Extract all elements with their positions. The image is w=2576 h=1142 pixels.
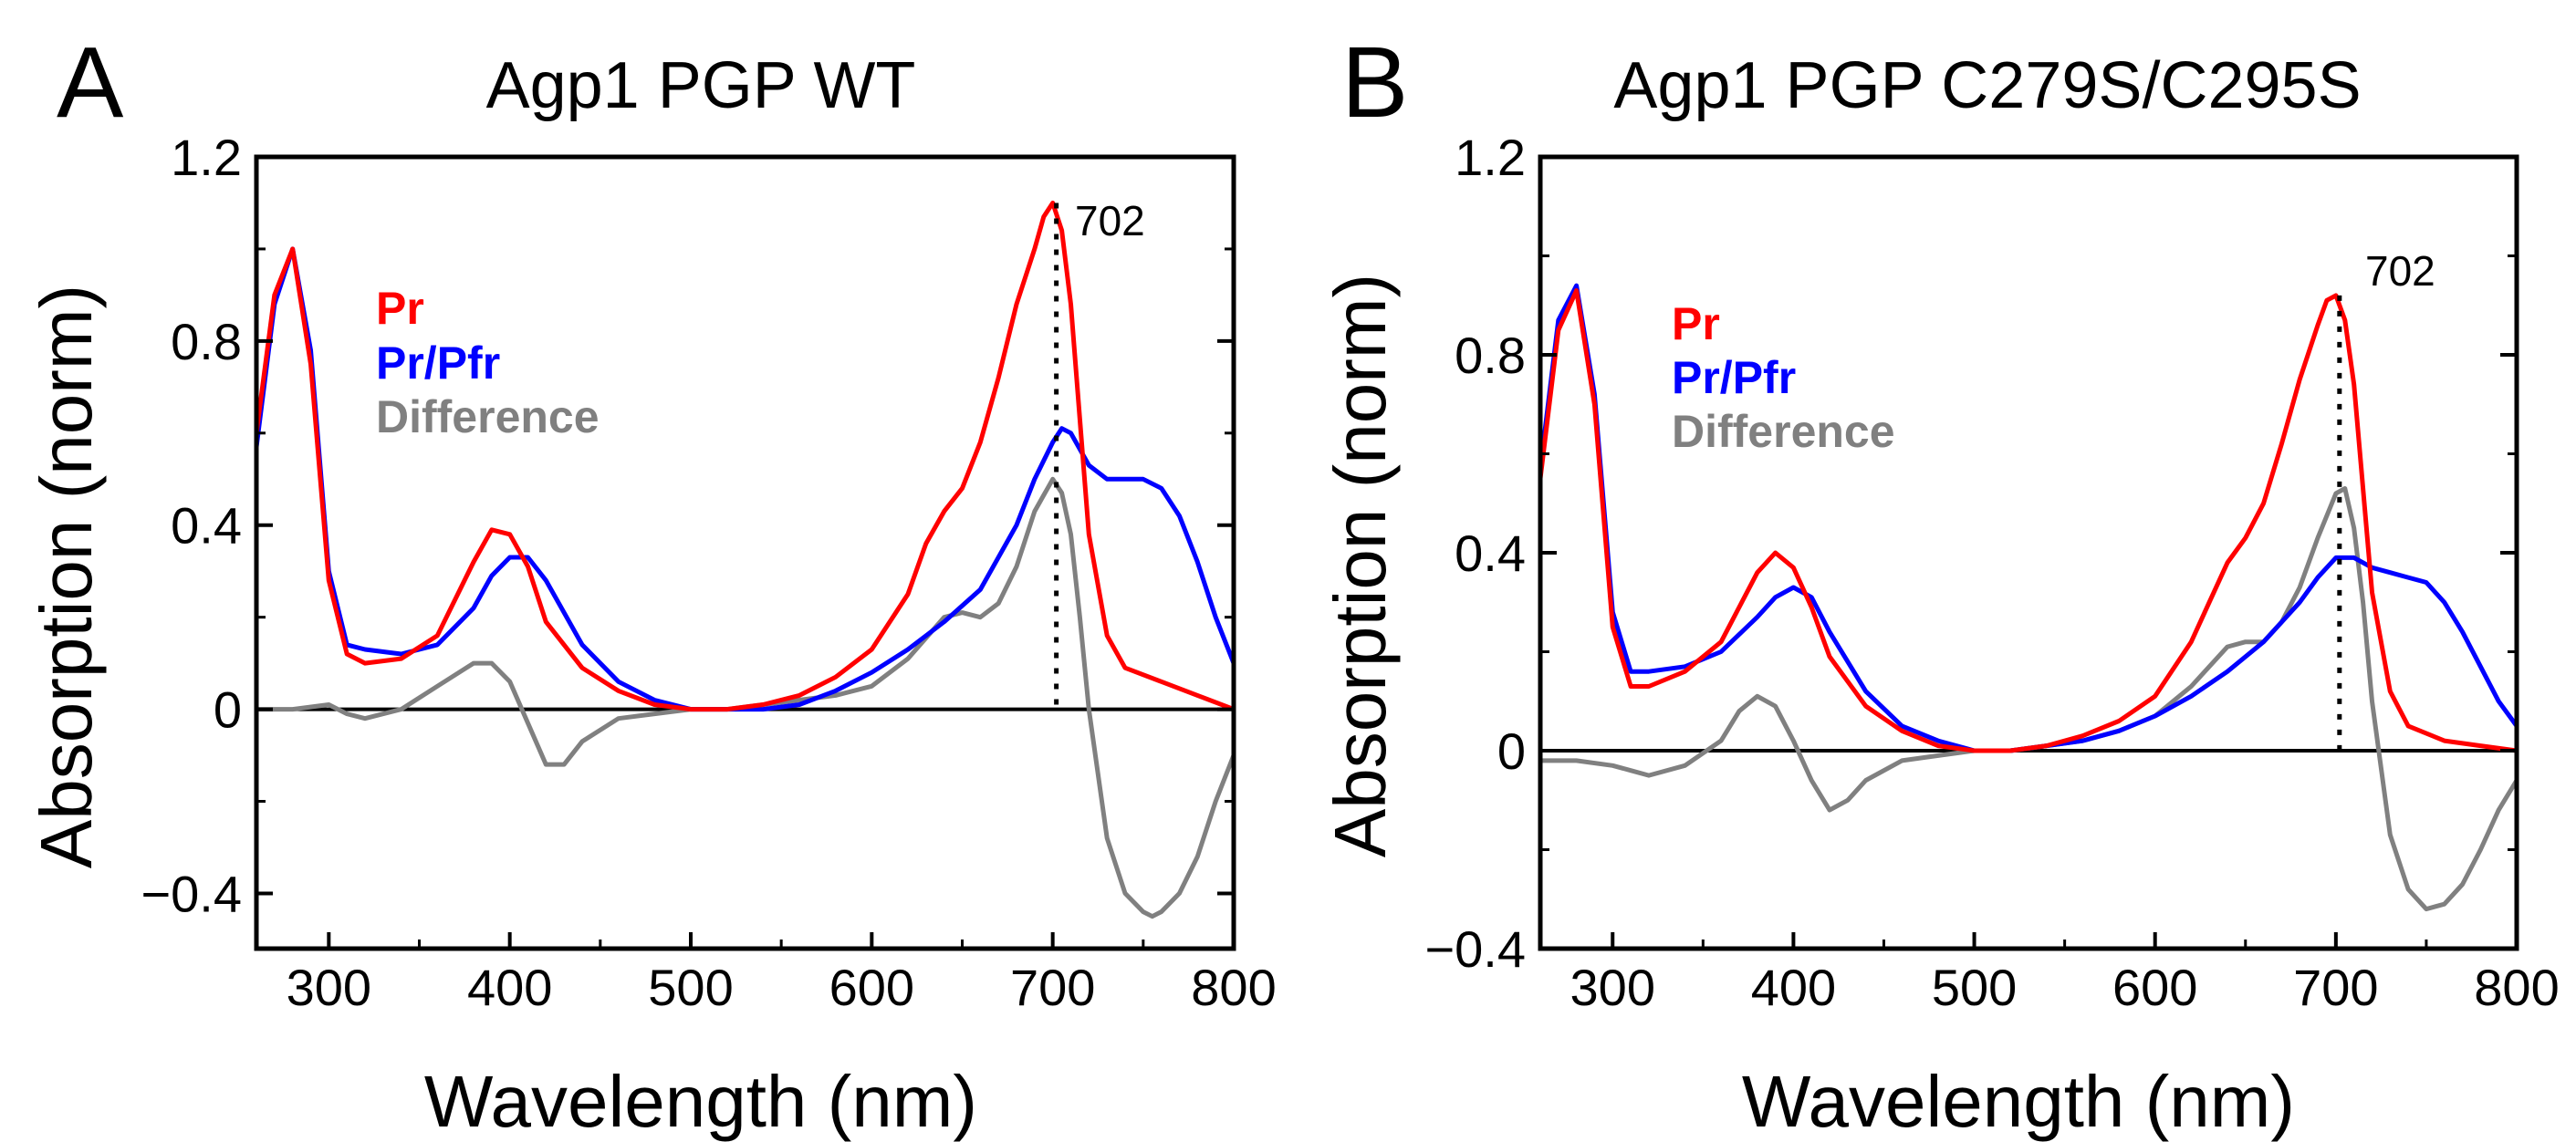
x-tick-label: 300 (1570, 959, 1655, 1016)
y-tick-label: 0 (214, 681, 242, 739)
peak-label-b: 702 (2365, 247, 2435, 295)
y-tick-label: 0.8 (1455, 327, 1526, 384)
panel-label-a: A (57, 26, 124, 139)
legend-pr-b: Pr (1672, 298, 1720, 349)
series-line-pr (1538, 288, 2519, 753)
legend-difference-b: Difference (1672, 406, 1895, 457)
series-line-pr (254, 201, 1236, 712)
series-line-pr-pfr (254, 246, 1236, 712)
legend-prpfr-a: Pr/Pfr (376, 337, 500, 389)
legend-difference-a: Difference (376, 391, 600, 442)
x-tick-label: 500 (1932, 959, 2017, 1016)
panel-a: A Agp1 PGP WT Wavelength (nm) Absorption… (26, 26, 1277, 1142)
x-tick-label: 800 (1191, 959, 1276, 1016)
y-tick-label: 0.4 (1455, 524, 1526, 582)
y-tick-label: −0.4 (141, 865, 242, 922)
peak-label-a: 702 (1075, 197, 1145, 244)
legend-pr-a: Pr (376, 283, 424, 334)
x-tick-label: 700 (2293, 959, 2378, 1016)
panel-label-b: B (1341, 26, 1408, 139)
xlabel-b: Wavelength (nm) (1742, 1061, 2295, 1142)
title-a: Agp1 PGP WT (486, 49, 916, 122)
title-b: Agp1 PGP C279S/C295S (1613, 49, 2361, 122)
x-tick-label: 400 (1751, 959, 1836, 1016)
y-tick-label: 1.2 (171, 129, 242, 186)
x-tick-label: 500 (648, 959, 733, 1016)
series-line-difference (254, 476, 1236, 919)
xlabel-a: Wavelength (nm) (424, 1061, 977, 1142)
y-tick-label: 0.4 (171, 497, 242, 555)
x-tick-label: 700 (1010, 959, 1095, 1016)
panel-b: B Agp1 PGP C279S/C295S Wavelength (nm) A… (1319, 26, 2560, 1142)
y-tick-label: −0.4 (1424, 920, 1526, 978)
ylabel-a: Absorption (norm) (26, 285, 107, 868)
plot-frame (254, 154, 1236, 951)
y-tick-label: 0.8 (171, 313, 242, 370)
x-tick-label: 400 (467, 959, 552, 1016)
x-tick-label: 300 (287, 959, 371, 1016)
y-tick-label: 0 (1497, 722, 1526, 780)
x-tick-label: 600 (2112, 959, 2197, 1016)
x-tick-label: 800 (2474, 959, 2559, 1016)
x-tick-label: 600 (829, 959, 914, 1016)
legend-prpfr-b: Pr/Pfr (1672, 352, 1796, 403)
y-tick-label: 1.2 (1455, 129, 1526, 186)
ylabel-b: Absorption (norm) (1319, 274, 1401, 857)
